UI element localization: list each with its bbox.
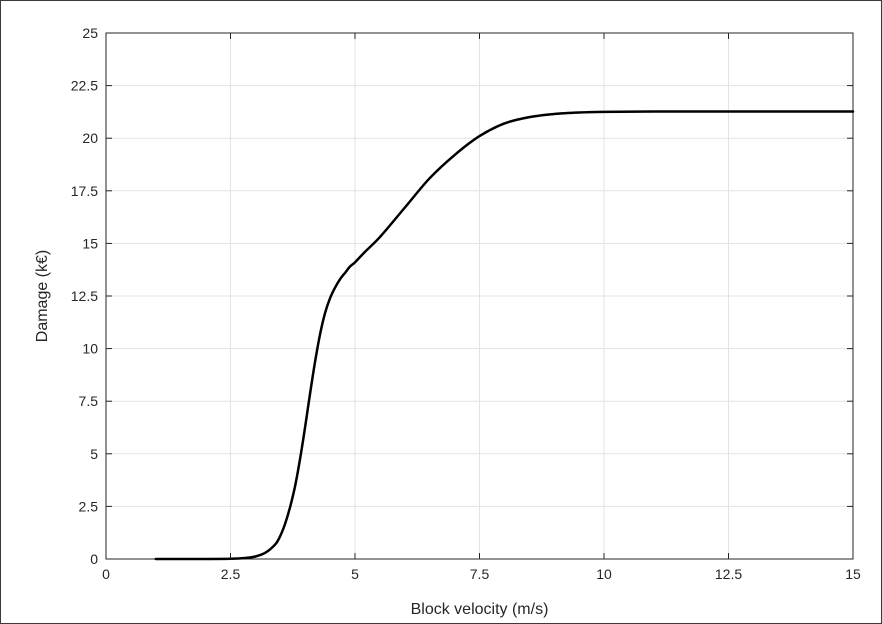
y-tick-label: 25 [82, 25, 98, 41]
y-tick-label: 22.5 [71, 78, 98, 94]
series-group [154, 110, 855, 561]
y-axis-label: Damage (k€) [34, 250, 51, 342]
y-tick-label: 15 [82, 235, 98, 251]
y-tick-label: 12.5 [71, 288, 98, 304]
y-tick-label: 0 [90, 551, 98, 567]
x-tick-label: 2.5 [221, 566, 241, 582]
y-tick-label: 20 [82, 130, 98, 146]
x-tick-label: 15 [845, 566, 861, 582]
y-tick-label: 2.5 [79, 498, 99, 514]
y-tick-label: 5 [90, 446, 98, 462]
x-tick-label: 12.5 [715, 566, 742, 582]
x-tick-label: 10 [596, 566, 612, 582]
x-tick-label: 5 [351, 566, 359, 582]
x-axis-label: Block velocity (m/s) [411, 601, 549, 618]
axis-ticks: 0 2.5 5 7.5 10 12.5 15 0 2.5 5 7.5 10 12.5 15 17.5 20 22… [71, 25, 861, 582]
y-tick-label: 17.5 [71, 183, 98, 199]
y-tick-label: 10 [82, 341, 98, 357]
x-tick-label: 0 [102, 566, 110, 582]
x-tick-label: 7.5 [470, 566, 490, 582]
y-tick-label: 7.5 [79, 393, 99, 409]
series-line-0 [154, 110, 855, 561]
